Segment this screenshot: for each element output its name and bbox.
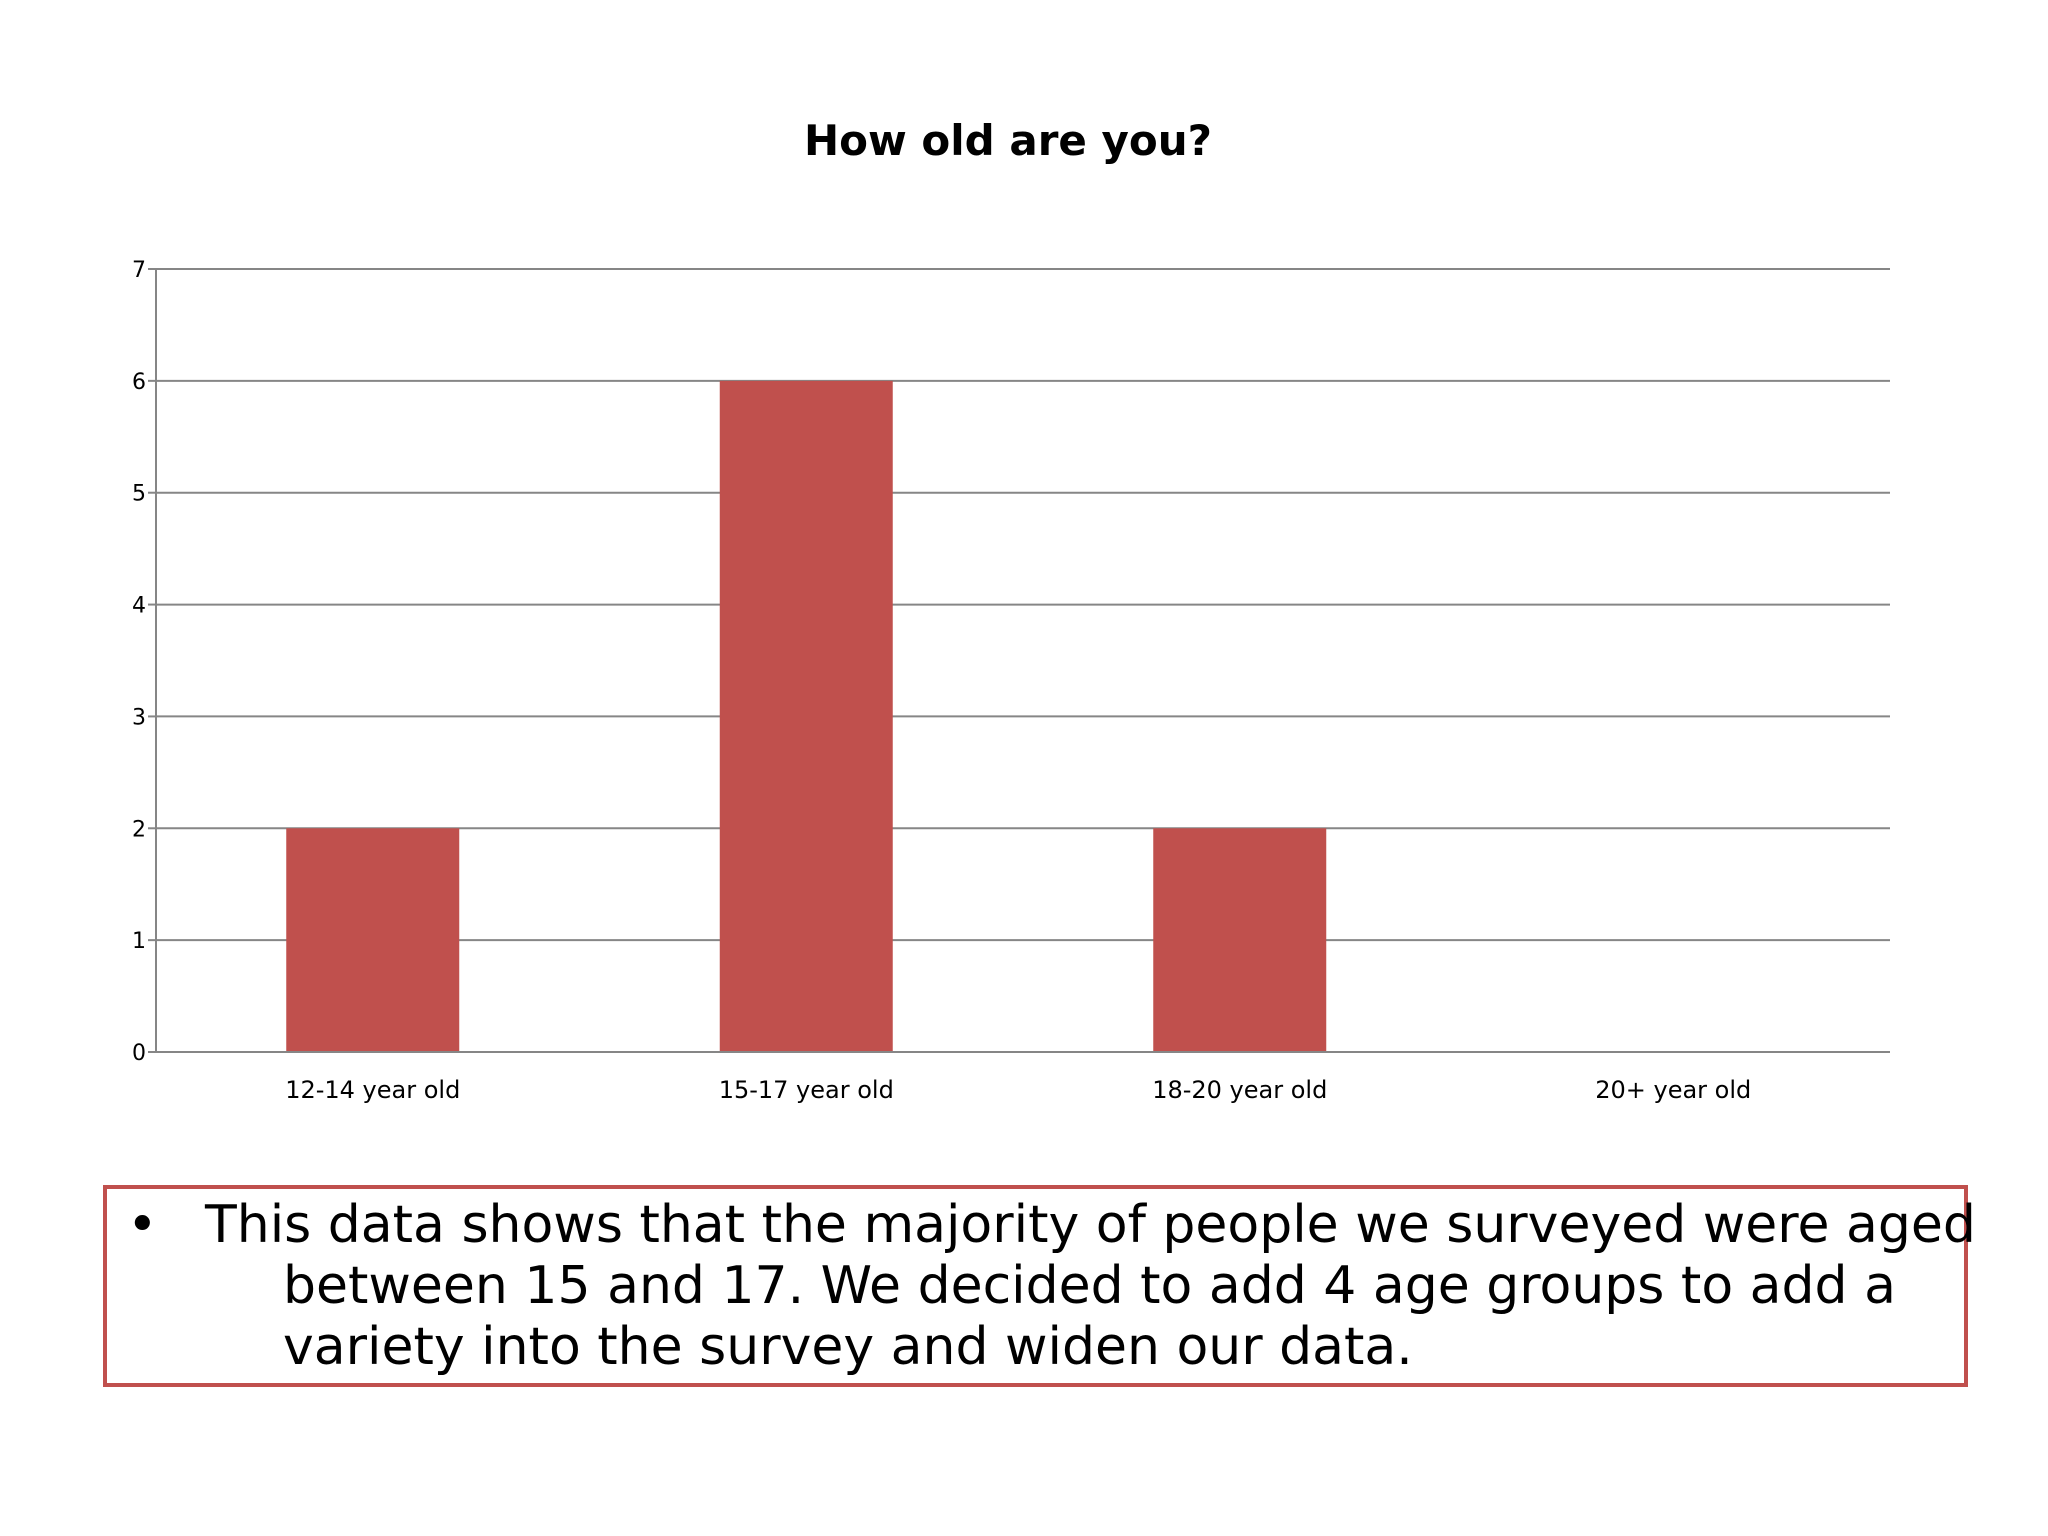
bullet-marker: •	[127, 1195, 158, 1255]
y-tick-label: 1	[132, 929, 146, 954]
bar	[286, 828, 460, 1052]
x-tick-label: 18-20 year old	[1152, 1076, 1327, 1104]
y-tick-label: 7	[132, 258, 146, 283]
x-tick-label: 15-17 year old	[719, 1076, 894, 1104]
axes	[148, 268, 1890, 1053]
y-tick-label: 0	[132, 1041, 146, 1066]
x-tick-label: 20+ year old	[1595, 1076, 1751, 1104]
chart-title: How old are you?	[804, 116, 1212, 165]
bars	[286, 380, 1327, 1052]
x-tick-label: 12-14 year old	[285, 1076, 460, 1104]
bar	[719, 380, 893, 1052]
summary-text: This data shows that the majority of peo…	[205, 1195, 1976, 1377]
y-tick-labels: 0 1 2 3 4 5 6 7	[132, 258, 146, 1066]
y-tick-label: 5	[132, 482, 146, 507]
y-tick-label: 3	[132, 705, 146, 730]
x-tick-labels: 12-14 year old 15-17 year old 18-20 year o…	[285, 1076, 1751, 1104]
y-tick-label: 2	[132, 817, 146, 842]
bar	[1153, 828, 1327, 1052]
bar-chart: How old are you? 0 1 2 3 4 5 6 7 12-14 year old…	[132, 116, 1890, 1104]
summary-box: • This data shows that the majority of p…	[103, 1185, 1976, 1387]
y-tick-label: 6	[132, 370, 146, 395]
y-tick-label: 4	[132, 594, 146, 619]
